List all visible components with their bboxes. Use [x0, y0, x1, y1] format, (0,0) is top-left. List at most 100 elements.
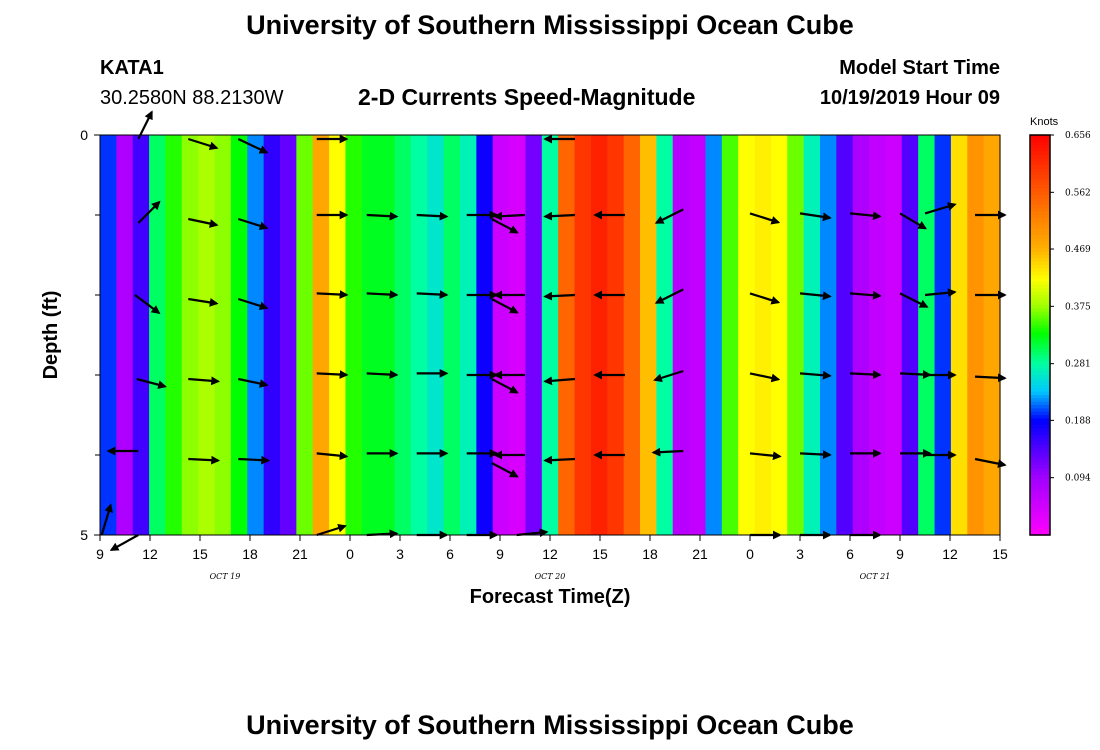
- date-label: OCT 21: [860, 572, 891, 581]
- colorbar-swatch: [1030, 171, 1050, 176]
- current-vector-arrow: [366, 290, 399, 299]
- colorbar-swatch: [1030, 405, 1050, 409]
- speed-heatmap: [100, 135, 1001, 535]
- current-vector-arrow: [899, 212, 928, 230]
- colorbar-swatch: [1030, 285, 1050, 289]
- current-vector-arrow: [799, 291, 832, 301]
- colorbar-tick-label: 0.562: [1065, 188, 1091, 198]
- colorbar-swatch: [1030, 165, 1050, 169]
- current-vector-arrow: [316, 451, 349, 461]
- colorbar-swatch: [1030, 255, 1050, 259]
- current-vector-arrow: [543, 291, 576, 301]
- colorbar-swatch: [1030, 515, 1050, 519]
- current-vector-arrow: [366, 370, 399, 379]
- colorbar-swatch: [1030, 321, 1050, 326]
- heatmap-column: [574, 135, 592, 535]
- y-axis-label: Depth (ft): [40, 291, 62, 380]
- colorbar-swatch: [1030, 531, 1050, 536]
- model-start-time: 10/19/2019 Hour 09: [819, 87, 1000, 109]
- colorbar-swatch: [1030, 448, 1050, 453]
- colorbar-swatch: [1030, 465, 1050, 469]
- current-vector-arrow: [849, 290, 882, 300]
- station-coordinates: 30.2580N 88.2130W: [100, 87, 284, 109]
- colorbar-swatch: [1030, 508, 1050, 513]
- colorbar-swatch: [1030, 308, 1050, 313]
- heatmap-column: [378, 135, 396, 535]
- colorbar-swatch: [1030, 478, 1050, 483]
- heatmap-column: [852, 135, 870, 535]
- current-vector-arrow: [799, 450, 832, 459]
- colorbar-swatch: [1030, 451, 1050, 456]
- heatmap-column: [656, 135, 674, 535]
- colorbar-swatch: [1030, 428, 1050, 433]
- heatmap-column: [590, 135, 608, 535]
- heatmap-column: [803, 135, 821, 535]
- current-vector-arrow: [749, 212, 781, 225]
- colorbar-swatch: [1030, 271, 1050, 276]
- current-vector-arrow: [237, 297, 269, 311]
- colorbar-swatch: [1030, 488, 1050, 493]
- colorbar-swatch: [1030, 305, 1050, 309]
- current-vector-arrow: [924, 288, 957, 298]
- current-vector-arrow: [134, 294, 161, 315]
- colorbar-swatch: [1030, 235, 1050, 239]
- footer-title: University of Southern Mississippi Ocean…: [246, 710, 854, 740]
- current-vector-arrow: [543, 211, 576, 221]
- current-vector-arrow: [238, 455, 271, 465]
- current-vector-arrow: [849, 370, 882, 379]
- current-vector-arrow: [654, 288, 684, 304]
- current-vector-arrow: [799, 212, 832, 222]
- colorbar-swatch: [1030, 218, 1050, 223]
- heatmap-column: [198, 135, 216, 535]
- current-vector-arrow: [491, 378, 519, 394]
- current-vector-arrow: [136, 377, 167, 389]
- colorbar-swatch: [1030, 191, 1050, 196]
- heatmap-column: [509, 135, 527, 535]
- current-vector-arrow: [188, 217, 219, 228]
- colorbar-swatch: [1030, 311, 1050, 316]
- current-vector-layer: [100, 110, 1007, 551]
- heatmap-column: [836, 135, 854, 535]
- current-vector-arrow: [749, 451, 782, 461]
- heatmap-column: [280, 135, 297, 535]
- current-vector-arrow: [416, 290, 449, 299]
- colorbar-swatch: [1030, 148, 1050, 153]
- heatmap-column: [492, 135, 510, 535]
- colorbar-swatch: [1030, 328, 1050, 333]
- colorbar-swatch: [1030, 485, 1050, 489]
- x-tick-label: 15: [192, 546, 208, 562]
- heatmap-column: [754, 135, 772, 535]
- heatmap-column: [394, 135, 412, 535]
- heatmap-column: [296, 135, 314, 535]
- current-vector-arrow: [416, 211, 449, 221]
- heatmap-column: [640, 135, 657, 535]
- colorbar-swatch: [1030, 421, 1050, 426]
- colorbar-swatch: [1030, 295, 1050, 299]
- colorbar-swatch: [1030, 201, 1050, 206]
- colorbar-swatch: [1030, 381, 1050, 386]
- colorbar-tick-label: 0.281: [1065, 360, 1091, 370]
- x-tick-label: 0: [746, 546, 754, 562]
- colorbar-swatch: [1030, 355, 1050, 359]
- heatmap-column: [820, 135, 837, 535]
- colorbar-swatch: [1030, 345, 1050, 349]
- current-vector-arrow: [188, 297, 219, 307]
- colorbar-swatch: [1030, 358, 1050, 363]
- x-tick-label: 12: [142, 546, 158, 562]
- colorbar-swatch: [1030, 241, 1050, 246]
- colorbar-swatch: [1030, 215, 1050, 219]
- heatmap-column: [950, 135, 968, 535]
- heatmap-column: [705, 135, 723, 535]
- colorbar-swatch: [1030, 361, 1050, 366]
- colorbar-swatch: [1030, 398, 1050, 403]
- colorbar-frame: [1029, 134, 1051, 536]
- x-tick-label: 18: [242, 546, 258, 562]
- current-vector-arrow: [654, 208, 684, 224]
- colorbar-swatch: [1030, 415, 1050, 419]
- colorbar-swatch: [1030, 181, 1050, 186]
- current-vector-arrow: [237, 217, 269, 231]
- heatmap-column: [100, 135, 117, 535]
- colorbar-swatch: [1030, 335, 1050, 339]
- colorbar-swatch: [1030, 475, 1050, 479]
